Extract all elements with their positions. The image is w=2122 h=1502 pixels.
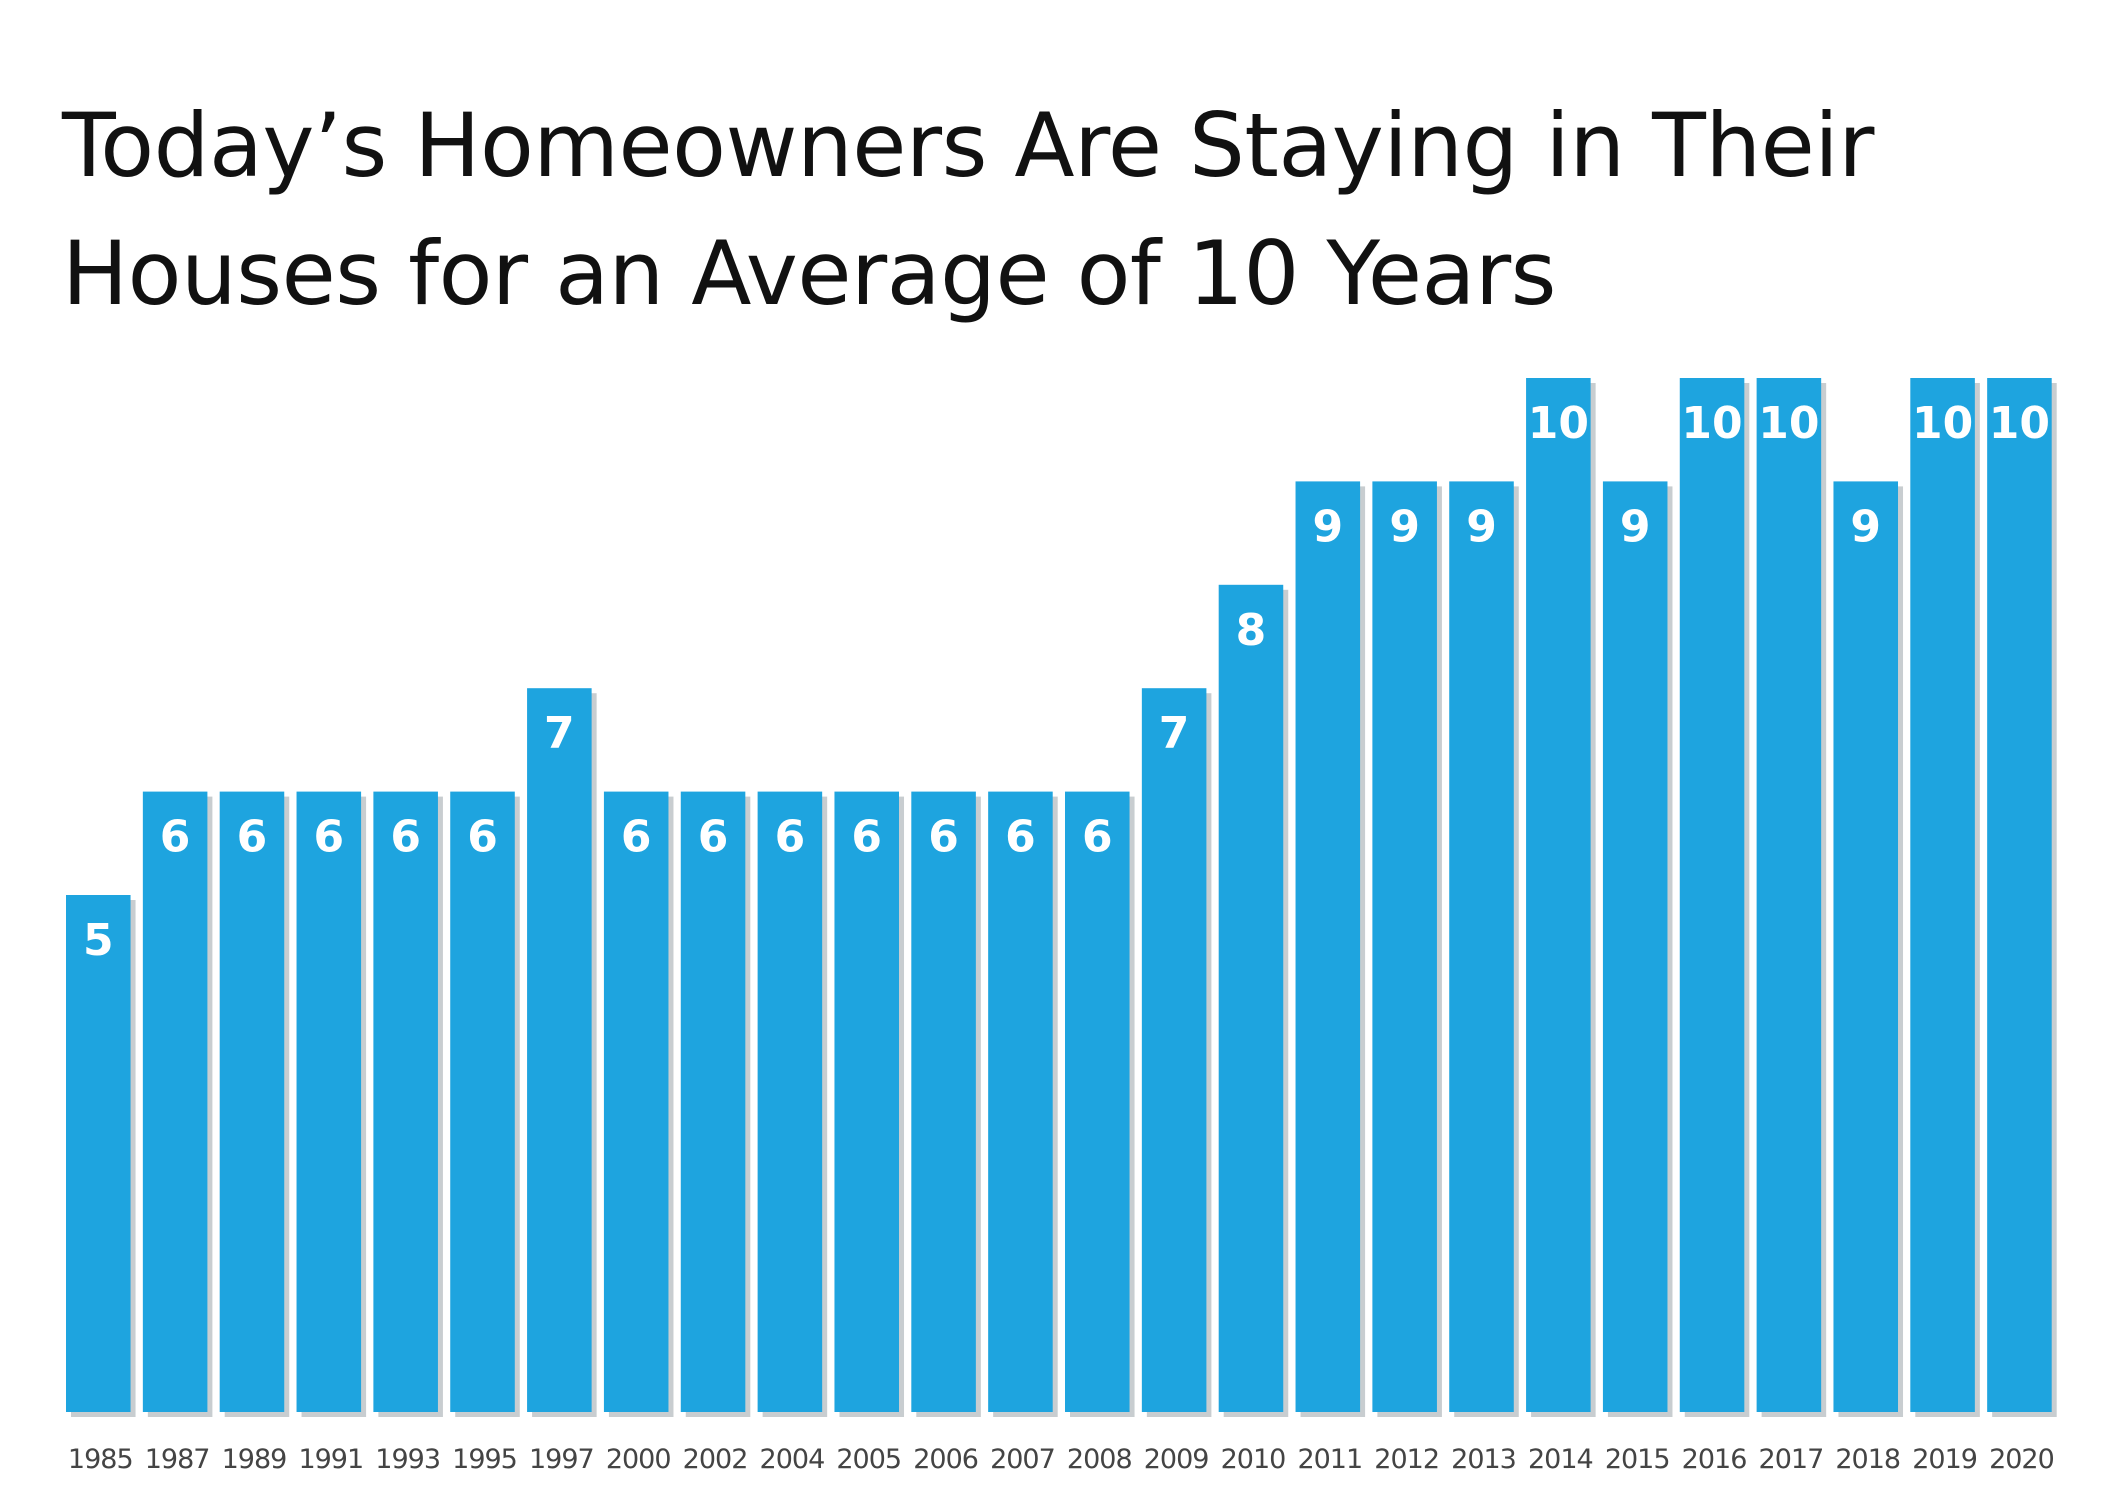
- data-label-1991: 6: [314, 812, 345, 863]
- data-label-2014: 10: [1528, 398, 1589, 449]
- x-tick-2009: 2009: [1144, 1444, 1209, 1475]
- bar-2016: [1679, 378, 1745, 1412]
- bar-2008: [1065, 791, 1130, 1412]
- bar-2009: [1141, 688, 1207, 1412]
- data-label-1989: 6: [237, 812, 268, 863]
- data-label-2018: 9: [1850, 501, 1881, 552]
- x-tick-2015: 2015: [1605, 1444, 1670, 1475]
- data-label-2005: 6: [851, 812, 882, 863]
- data-label-1997: 7: [544, 708, 575, 759]
- x-tick-2011: 2011: [1297, 1444, 1362, 1475]
- bar-2007: [988, 791, 1053, 1412]
- bars-layer: [66, 378, 2057, 1417]
- data-label-2013: 9: [1466, 501, 1497, 552]
- data-label-1985: 5: [83, 915, 114, 966]
- bar-2020: [1987, 378, 2052, 1412]
- x-axis-ticks: 1985 1987 1989 1991 1993 1995 1997 2000 2002 2004…: [68, 1444, 2055, 1475]
- data-label-2012: 9: [1389, 501, 1420, 552]
- data-label-2002: 6: [698, 812, 729, 863]
- x-tick-2007: 2007: [990, 1444, 1055, 1475]
- data-label-2016: 10: [1681, 398, 1742, 449]
- bar-2000: [603, 791, 669, 1412]
- data-label-1995: 6: [467, 812, 498, 863]
- x-tick-2000: 2000: [606, 1444, 671, 1475]
- data-label-2017: 10: [1758, 398, 1819, 449]
- bar-2010: [1218, 584, 1284, 1412]
- bar-1985: [66, 895, 131, 1412]
- bar-2019: [1910, 378, 1975, 1412]
- bar-2011: [1295, 481, 1361, 1412]
- data-label-1993: 6: [390, 812, 421, 863]
- x-tick-2005: 2005: [836, 1444, 901, 1475]
- x-tick-2013: 2013: [1451, 1444, 1516, 1475]
- bar-1995: [450, 791, 515, 1412]
- x-tick-1991: 1991: [298, 1444, 363, 1475]
- bar-2012: [1372, 481, 1437, 1412]
- data-label-2015: 9: [1620, 501, 1651, 552]
- data-label-2009: 7: [1159, 708, 1190, 759]
- x-tick-2014: 2014: [1528, 1444, 1593, 1475]
- x-tick-1993: 1993: [375, 1444, 440, 1475]
- bar-2015: [1602, 481, 1668, 1412]
- data-label-1987: 6: [160, 812, 191, 863]
- data-label-2020: 10: [1989, 398, 2050, 449]
- x-tick-2020: 2020: [1989, 1444, 2054, 1475]
- bar-1989: [219, 791, 285, 1412]
- x-tick-2010: 2010: [1221, 1444, 1286, 1475]
- x-tick-2019: 2019: [1912, 1444, 1977, 1475]
- x-tick-1997: 1997: [529, 1444, 594, 1475]
- data-label-2011: 9: [1313, 501, 1344, 552]
- x-tick-1989: 1989: [222, 1444, 287, 1475]
- bar-2006: [911, 791, 976, 1412]
- data-label-2007: 6: [1005, 812, 1036, 863]
- x-tick-1985: 1985: [68, 1444, 133, 1475]
- data-label-2008: 6: [1082, 812, 1113, 863]
- x-tick-2016: 2016: [1682, 1444, 1747, 1475]
- x-tick-2008: 2008: [1067, 1444, 1132, 1475]
- x-tick-1995: 1995: [452, 1444, 517, 1475]
- bar-2005: [834, 791, 900, 1412]
- bar-1993: [373, 791, 438, 1412]
- bar-2017: [1756, 378, 1822, 1412]
- bar-2002: [680, 791, 746, 1412]
- x-tick-2004: 2004: [760, 1444, 825, 1475]
- data-label-2004: 6: [775, 812, 806, 863]
- x-tick-2018: 2018: [1835, 1444, 1900, 1475]
- data-label-2000: 6: [621, 812, 652, 863]
- chart-title: Today’s Homeowners Are Staying in Their …: [62, 94, 1874, 325]
- bar-2018: [1833, 481, 1899, 1412]
- bar-2013: [1449, 481, 1514, 1412]
- x-tick-2017: 2017: [1759, 1444, 1824, 1475]
- x-tick-2012: 2012: [1374, 1444, 1439, 1475]
- data-label-2019: 10: [1912, 398, 1973, 449]
- data-label-2006: 6: [928, 812, 959, 863]
- bar-2014: [1526, 378, 1591, 1412]
- data-label-2010: 8: [1236, 605, 1267, 656]
- bar-2004: [757, 791, 823, 1412]
- bar-1987: [142, 791, 208, 1412]
- x-tick-2006: 2006: [913, 1444, 978, 1475]
- x-tick-2002: 2002: [683, 1444, 748, 1475]
- x-tick-1987: 1987: [145, 1444, 210, 1475]
- bar-1991: [296, 791, 362, 1412]
- bar-1997: [527, 688, 592, 1412]
